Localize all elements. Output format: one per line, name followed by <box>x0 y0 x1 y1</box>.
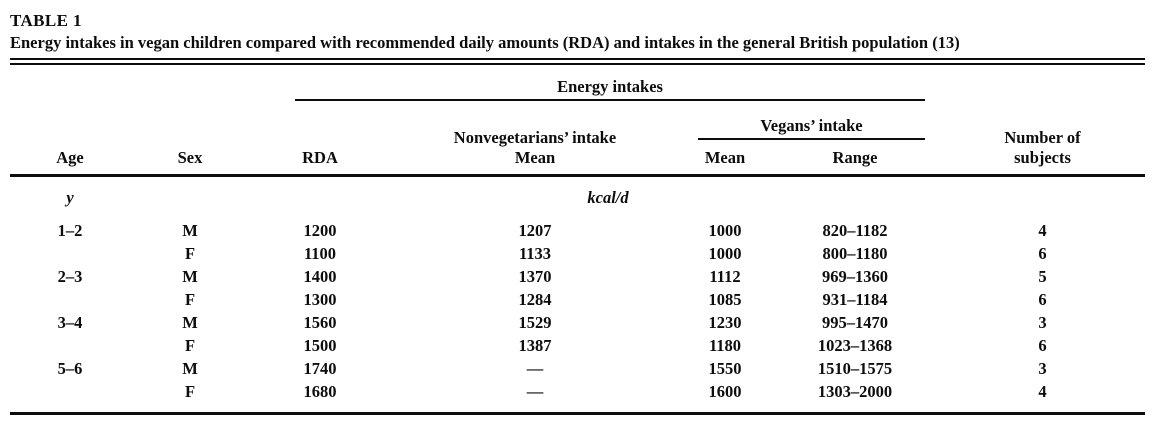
col-header-age: Age <box>10 69 130 177</box>
cell-rda: 1400 <box>303 267 337 286</box>
col-header-sex: Sex <box>130 69 250 177</box>
table-label: TABLE 1 <box>10 11 82 30</box>
cell-vegan-range: 931–1184 <box>822 290 888 309</box>
table-row: F 1680 — 1600 1303–2000 4 <box>10 380 1145 414</box>
cell-rda: 1300 <box>303 290 337 309</box>
table-row: 2–3 M 1400 1370 1112 969–1360 5 <box>10 265 1145 288</box>
cell-vegan-mean: 1112 <box>709 267 741 286</box>
cell-vegan-mean: 1000 <box>708 244 742 263</box>
cell-age <box>10 288 130 311</box>
cell-nonveg-mean: 1370 <box>518 267 552 286</box>
cell-nonveg-mean: — <box>526 359 544 378</box>
cell-subjects: 4 <box>1038 221 1047 240</box>
cell-rda: 1500 <box>303 336 337 355</box>
cell-vegan-range: 820–1182 <box>822 221 888 240</box>
cell-nonveg-mean: 1529 <box>518 313 552 332</box>
col-header-nonvegetarians-intake: Nonvegetarians’ intake Mean <box>390 101 680 177</box>
table-row: 5–6 M 1740 — 1550 1510–1575 3 <box>10 357 1145 380</box>
col-group-vegans-intake: Vegans’ intake <box>680 101 940 140</box>
cell-nonveg-mean: 1207 <box>518 221 552 240</box>
table-row: 1–2 M 1200 1207 1000 820–1182 4 <box>10 219 1145 242</box>
cell-vegan-range: 800–1180 <box>822 244 888 263</box>
cell-nonveg-mean: 1133 <box>518 244 552 263</box>
table-row: F 1500 1387 1180 1023–1368 6 <box>10 334 1145 357</box>
col-group-energy-intakes: Energy intakes <box>250 69 940 101</box>
cell-vegan-range: 1023–1368 <box>817 336 893 355</box>
cell-sex: M <box>182 267 198 286</box>
cell-vegan-mean: 1180 <box>708 336 742 355</box>
cell-sex: F <box>184 382 196 401</box>
cell-vegan-range: 995–1470 <box>822 313 888 332</box>
table-row: 3–4 M 1560 1529 1230 995–1470 3 <box>10 311 1145 334</box>
cell-age: 3–4 <box>57 313 83 332</box>
col-header-vegan-range: Range <box>770 140 941 177</box>
col-header-vegan-mean: Mean <box>680 140 770 177</box>
cell-age: 5–6 <box>57 359 83 378</box>
cell-age <box>10 380 130 414</box>
energy-unit: kcal/d <box>587 187 629 207</box>
subjects-header-line2: subjects <box>1014 147 1071 167</box>
table-body: y kcal/d 1–2 M 1200 1207 1000 820–1182 4… <box>10 175 1145 414</box>
cell-vegan-mean: 1600 <box>708 382 742 401</box>
cell-subjects: 3 <box>1038 313 1047 332</box>
cell-age: 1–2 <box>57 221 83 240</box>
vegans-intake-spanner-label: Vegans’ intake <box>698 116 926 140</box>
cell-vegan-range: 969–1360 <box>822 267 888 286</box>
cell-vegan-range: 1510–1575 <box>817 359 893 378</box>
cell-sex: F <box>184 290 196 309</box>
cell-vegan-mean: 1550 <box>708 359 742 378</box>
cell-vegan-mean: 1085 <box>708 290 742 309</box>
subjects-header-line1: Number of <box>1004 127 1081 147</box>
cell-age: 2–3 <box>57 267 83 286</box>
table-row: F 1100 1133 1000 800–1180 6 <box>10 242 1145 265</box>
cell-rda: 1680 <box>303 382 337 401</box>
cell-vegan-range: 1303–2000 <box>817 382 893 401</box>
table-caption: Energy intakes in vegan children compare… <box>10 33 960 52</box>
page: TABLE 1 Energy intakes in vegan children… <box>10 11 1146 415</box>
cell-nonveg-mean: 1284 <box>518 290 552 309</box>
empty-cell <box>130 175 250 219</box>
nonveg-header-line2: Mean <box>514 147 556 167</box>
cell-rda: 1200 <box>303 221 337 240</box>
table-row: F 1300 1284 1085 931–1184 6 <box>10 288 1145 311</box>
top-double-rule <box>10 58 1145 65</box>
age-unit: y <box>66 187 74 207</box>
empty-cell <box>940 175 1145 219</box>
cell-subjects: 5 <box>1038 267 1047 286</box>
cell-sex: F <box>184 336 196 355</box>
cell-subjects: 6 <box>1038 244 1047 263</box>
energy-intakes-spanner-label: Energy intakes <box>295 77 926 101</box>
cell-rda: 1100 <box>303 244 337 263</box>
cell-sex: M <box>182 221 198 240</box>
cell-subjects: 6 <box>1038 290 1047 309</box>
cell-age <box>10 242 130 265</box>
col-header-rda: RDA <box>250 101 390 177</box>
cell-subjects: 4 <box>1038 382 1047 401</box>
cell-age <box>10 334 130 357</box>
cell-rda: 1560 <box>303 313 337 332</box>
cell-subjects: 6 <box>1038 336 1047 355</box>
cell-nonveg-mean: 1387 <box>518 336 552 355</box>
col-header-number-of-subjects: Number of subjects <box>940 69 1146 177</box>
cell-sex: F <box>184 244 196 263</box>
nonveg-header-line1: Nonvegetarians’ intake <box>453 127 617 147</box>
cell-nonveg-mean: — <box>526 382 544 401</box>
cell-sex: M <box>182 359 198 378</box>
energy-intakes-table: Age Sex Energy intakes Number of subject… <box>10 69 1146 415</box>
cell-vegan-mean: 1230 <box>708 313 742 332</box>
table-header: Age Sex Energy intakes Number of subject… <box>10 69 1146 177</box>
cell-rda: 1740 <box>303 359 337 378</box>
cell-subjects: 3 <box>1038 359 1047 378</box>
cell-sex: M <box>182 313 198 332</box>
units-row: y kcal/d <box>10 175 1145 219</box>
cell-vegan-mean: 1000 <box>708 221 742 240</box>
